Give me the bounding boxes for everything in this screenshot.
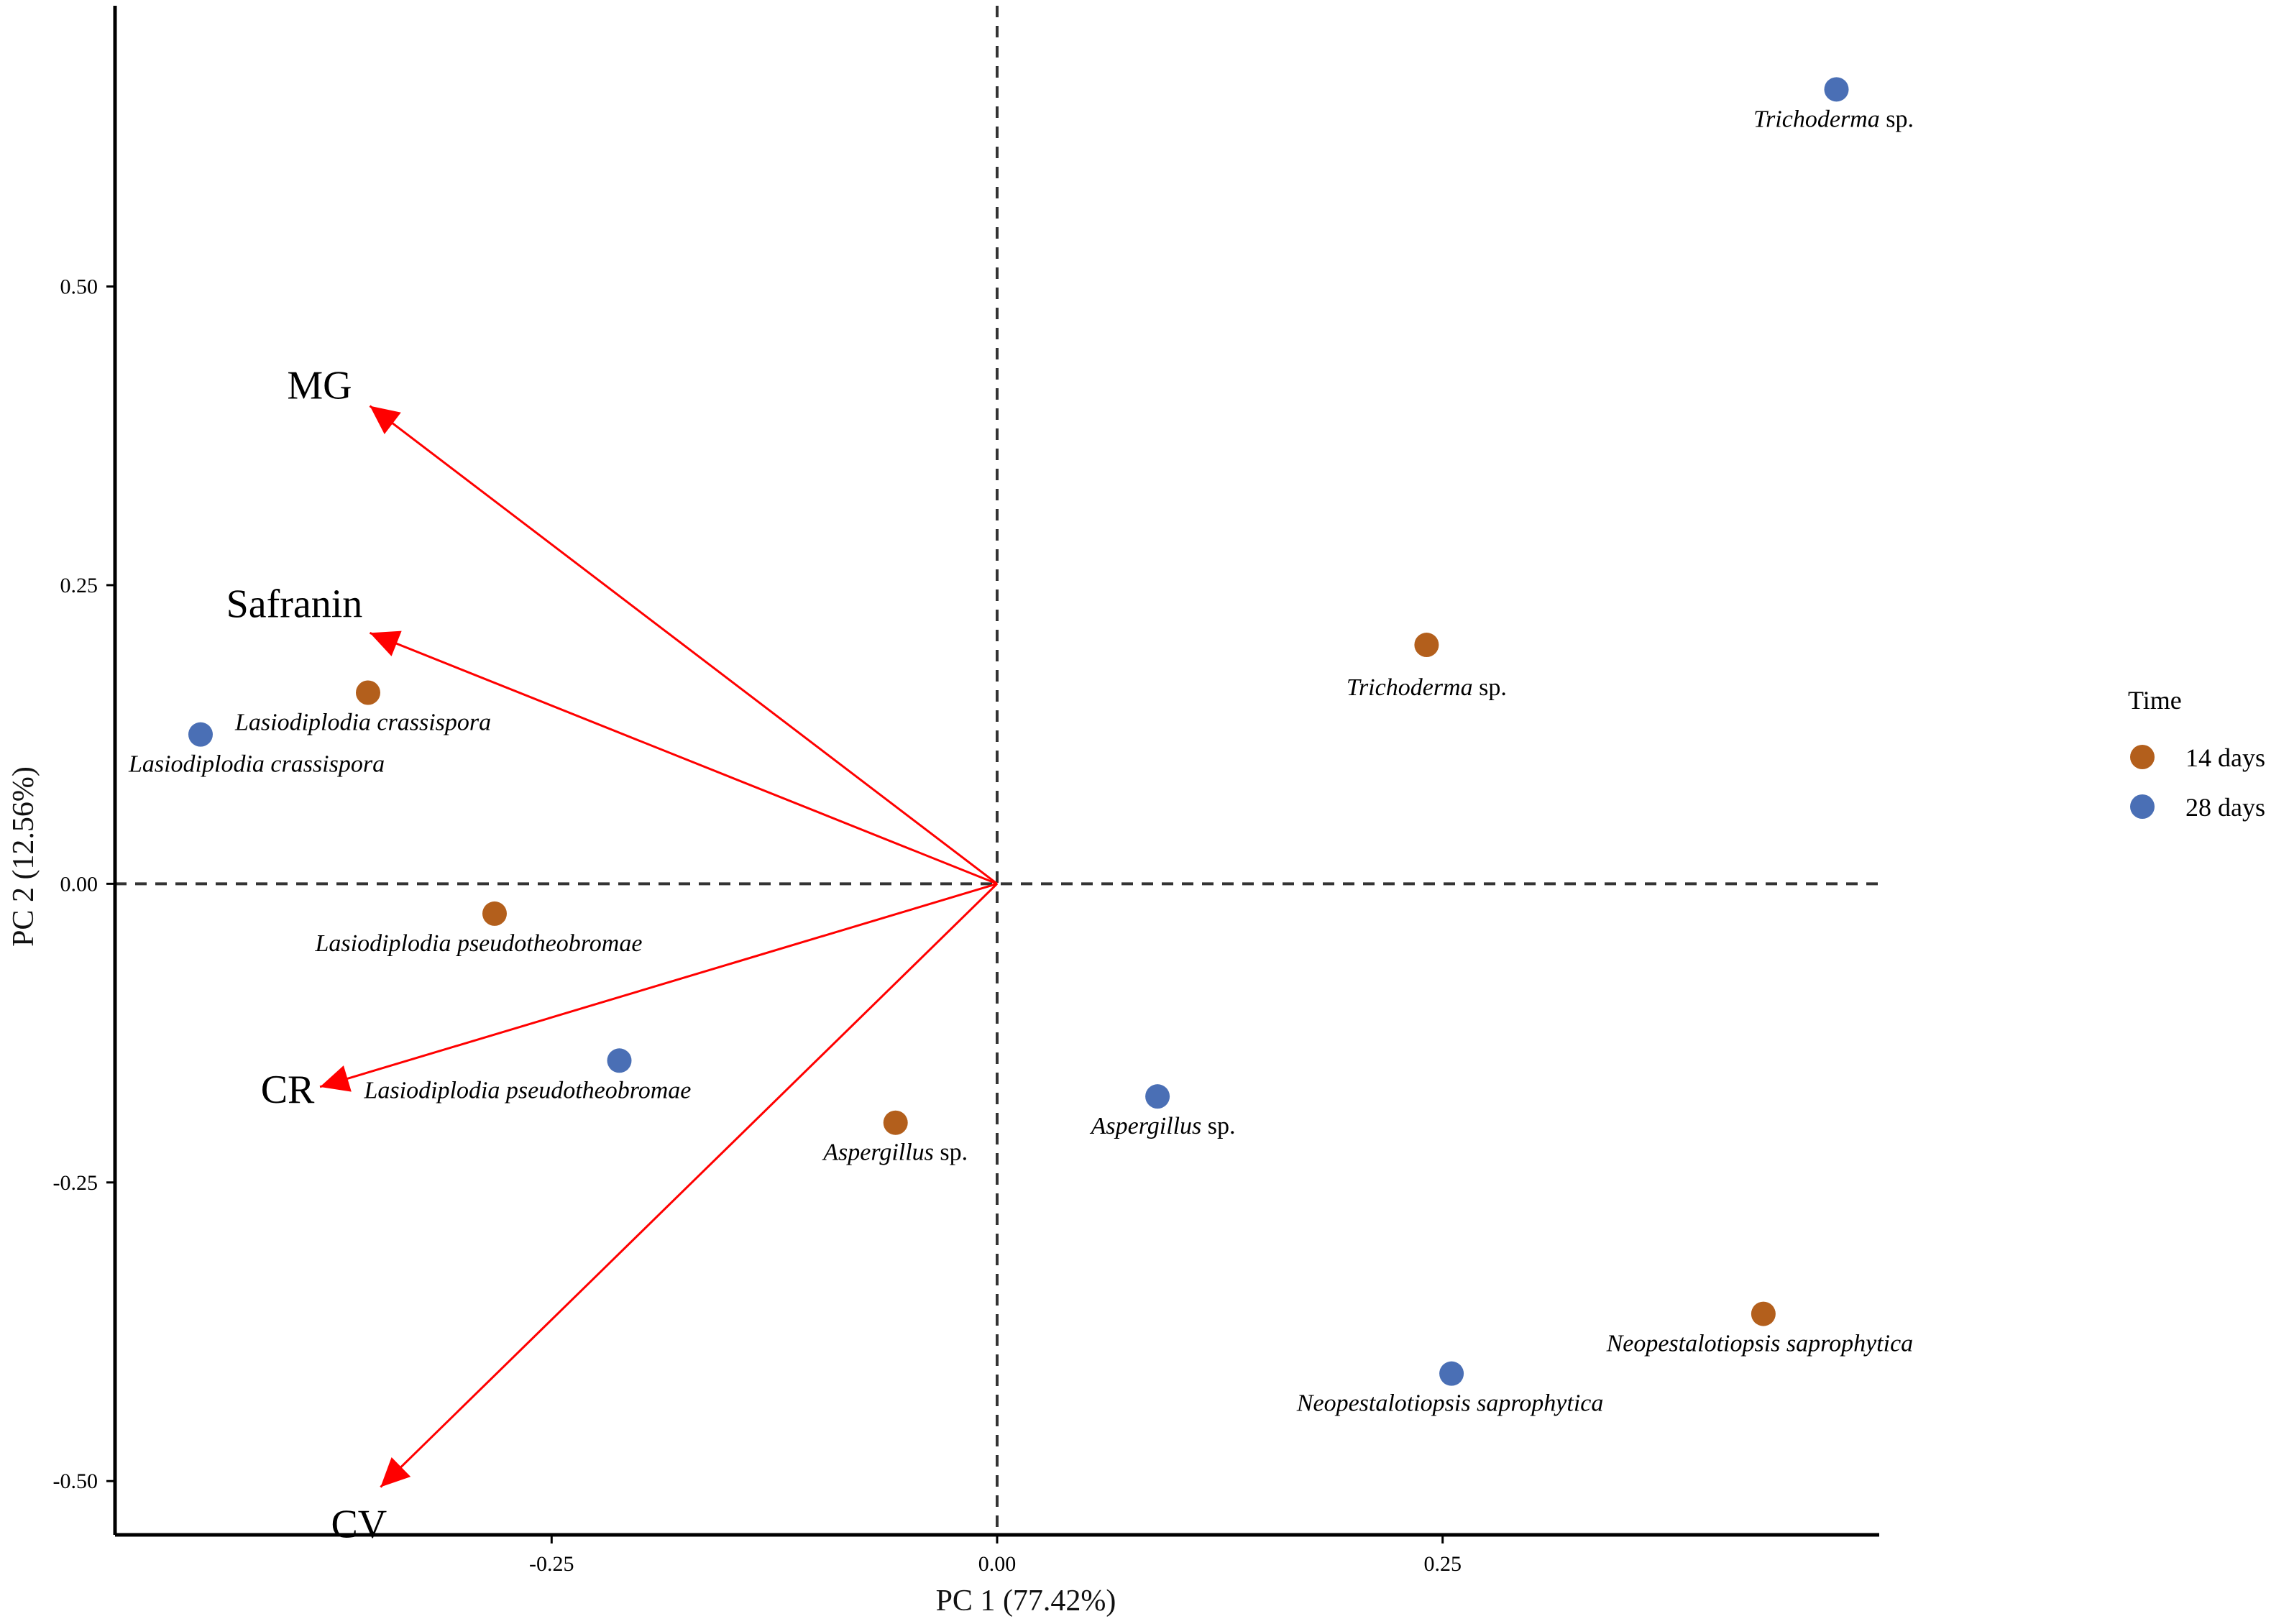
vector-arrowhead	[370, 405, 401, 435]
vector-label: MG	[287, 364, 352, 408]
y-tick-label: 0.00	[60, 872, 98, 896]
vector-line	[369, 405, 998, 885]
vector-label: Safranin	[226, 582, 363, 626]
data-point-label: Lasiodiplodia pseudotheobromae	[363, 1077, 691, 1104]
vector-arrowhead	[370, 630, 402, 656]
score-points: Trichoderma sp. Lasiodiplodia crassispora…	[128, 77, 1914, 1417]
y-axis-title: PC 2 (12.56%)	[7, 766, 40, 947]
y-tick-label: -0.50	[53, 1469, 98, 1493]
y-tick-label: 0.50	[60, 275, 98, 299]
vector-label: CR	[261, 1068, 315, 1112]
data-point-label: Lasiodiplodia pseudotheobromae	[315, 930, 643, 957]
axis-ticks: -0.25 0.00 0.25 -0.50 -0.25 0.00 0.25 0.50	[53, 275, 1462, 1576]
legend-item: 14 days	[2130, 743, 2265, 772]
data-point	[883, 1110, 908, 1135]
y-tick-label: 0.25	[60, 574, 98, 597]
data-point-label: Trichoderma sp.	[1753, 106, 1914, 132]
legend: Time 14 days 28 days	[2128, 686, 2265, 822]
vector-line	[369, 632, 998, 885]
x-tick-label: 0.00	[978, 1552, 1017, 1576]
series-14-days: Trichoderma sp. Lasiodiplodia crassispora…	[234, 633, 1913, 1357]
x-tick-label: 0.25	[1423, 1552, 1462, 1576]
data-point-label: Neopestalotiopsis saprophytica	[1296, 1390, 1604, 1417]
data-point	[1751, 1301, 1776, 1326]
vector-arrowhead	[320, 1065, 352, 1092]
vector-arrowhead	[380, 1456, 411, 1487]
vector-cv: CV	[331, 883, 999, 1547]
data-point-label: Aspergillus sp.	[822, 1139, 968, 1166]
data-point	[1414, 633, 1439, 658]
data-point	[1439, 1361, 1464, 1386]
data-point	[607, 1048, 632, 1073]
legend-title: Time	[2128, 686, 2182, 715]
data-point	[188, 722, 213, 747]
data-point-label: Lasiodiplodia crassispora	[234, 709, 491, 735]
series-28-days: Trichoderma sp. Lasiodiplodia crassispora…	[128, 77, 1914, 1417]
data-point-label: Aspergillus sp.	[1090, 1113, 1236, 1139]
legend-label: 14 days	[2185, 743, 2265, 772]
vector-label: CV	[331, 1503, 387, 1547]
vector-mg: MG	[287, 364, 998, 885]
legend-swatch	[2130, 794, 2155, 819]
data-point	[482, 901, 507, 926]
x-tick-label: -0.25	[529, 1552, 574, 1576]
loading-vectors: MG Safranin CR CV	[226, 364, 999, 1547]
legend-swatch	[2130, 745, 2155, 769]
data-point-label: Neopestalotiopsis saprophytica	[1606, 1331, 1914, 1357]
x-axis-title: PC 1 (77.42%)	[936, 1584, 1116, 1618]
reference-lines	[115, 6, 1879, 1535]
vector-line	[319, 882, 998, 1088]
vector-line	[380, 883, 999, 1488]
data-point-label: Lasiodiplodia crassispora	[128, 751, 385, 778]
legend-item: 28 days	[2130, 793, 2265, 822]
data-point	[355, 680, 380, 705]
y-tick-label: -0.25	[53, 1171, 98, 1195]
vector-safranin: Safranin	[226, 582, 998, 885]
data-point-label: Trichoderma sp.	[1347, 674, 1507, 701]
legend-label: 28 days	[2185, 793, 2265, 822]
data-point	[1824, 77, 1849, 102]
vector-cr: CR	[261, 882, 998, 1112]
data-point	[1145, 1084, 1170, 1109]
